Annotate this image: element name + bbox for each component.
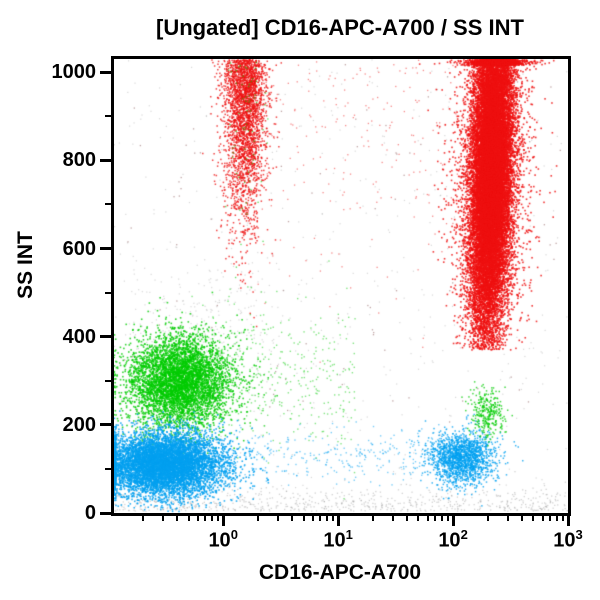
y-minor-tick	[105, 291, 111, 294]
x-major-tick	[451, 516, 455, 526]
x-minor-tick	[532, 516, 535, 521]
x-minor-tick	[204, 516, 207, 521]
y-major-tick	[100, 70, 111, 74]
chart-title: [Ungated] CD16-APC-A700 / SS INT	[156, 15, 524, 40]
x-minor-tick	[406, 516, 409, 521]
y-major-tick	[100, 511, 111, 515]
x-minor-tick	[541, 516, 544, 521]
x-minor-tick	[521, 516, 524, 521]
x-minor-tick	[211, 516, 214, 521]
y-minor-tick	[105, 467, 111, 470]
y-tick-label: 1000	[51, 61, 97, 84]
x-minor-tick	[440, 516, 443, 521]
x-minor-tick	[325, 516, 328, 521]
x-minor-tick	[277, 516, 280, 521]
x-tick-label: 101	[323, 527, 353, 552]
plot-frame	[111, 56, 571, 516]
x-tick-label: 102	[438, 527, 468, 552]
x-minor-tick	[319, 516, 322, 521]
scatter-canvas	[114, 59, 568, 513]
x-major-tick	[336, 516, 340, 526]
x-minor-tick	[561, 516, 564, 521]
x-minor-tick	[391, 516, 394, 521]
y-tick-label: 200	[62, 413, 96, 436]
x-minor-tick	[291, 516, 294, 521]
y-minor-tick	[105, 115, 111, 118]
x-minor-tick	[162, 516, 165, 521]
x-minor-tick	[187, 516, 190, 521]
x-minor-tick	[446, 516, 449, 521]
y-tick-label: 0	[84, 502, 96, 524]
x-minor-tick	[141, 516, 144, 521]
y-minor-tick	[105, 203, 111, 206]
x-axis-title: CD16-APC-A700	[258, 561, 422, 584]
x-major-tick	[566, 516, 570, 526]
x-minor-tick	[302, 516, 305, 521]
y-axis-title: SS INT	[14, 231, 37, 299]
y-tick-label: 600	[62, 237, 96, 260]
y-tick-label: 400	[62, 325, 96, 348]
x-tick-label: 103	[553, 527, 583, 552]
x-minor-tick	[434, 516, 437, 521]
y-tick-label: 800	[62, 149, 96, 172]
x-tick-label: 100	[208, 527, 238, 552]
y-major-tick	[100, 247, 111, 251]
x-minor-tick	[216, 516, 219, 521]
x-minor-tick	[417, 516, 420, 521]
y-major-tick	[100, 423, 111, 427]
x-minor-tick	[311, 516, 314, 521]
x-minor-tick	[506, 516, 509, 521]
x-minor-tick	[256, 516, 259, 521]
x-minor-tick	[196, 516, 199, 521]
x-major-tick	[221, 516, 225, 526]
x-minor-tick	[176, 516, 179, 521]
y-minor-tick	[105, 379, 111, 382]
x-minor-tick	[331, 516, 334, 521]
x-minor-tick	[555, 516, 558, 521]
x-minor-tick	[371, 516, 374, 521]
x-minor-tick	[549, 516, 552, 521]
y-major-tick	[100, 335, 111, 339]
x-minor-tick	[426, 516, 429, 521]
x-minor-tick	[486, 516, 489, 521]
y-major-tick	[100, 158, 111, 162]
